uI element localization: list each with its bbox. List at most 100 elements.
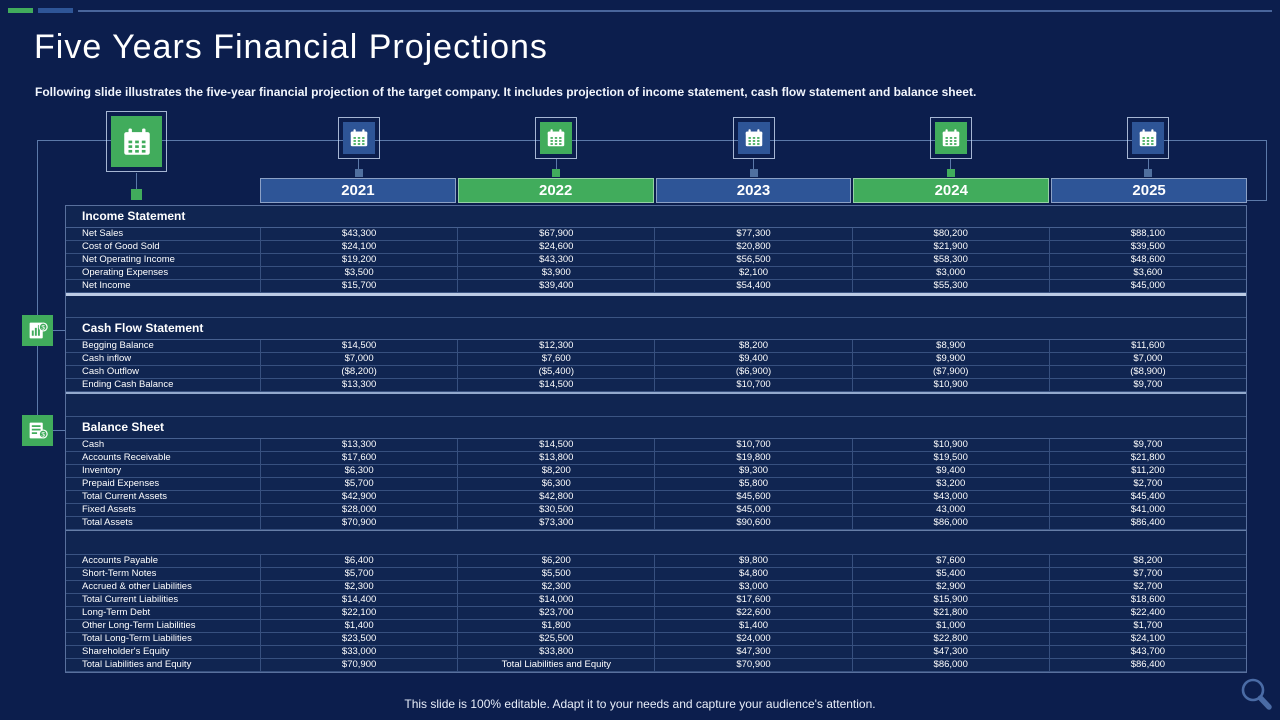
topbar-green-accent (8, 8, 33, 13)
table-row: Fixed Assets $28,000 $30,500 $45,000 43,000 $… (66, 504, 1246, 517)
cell-value: $23,500 (261, 633, 459, 645)
cell-value: $43,300 (261, 228, 459, 240)
cell-value: $8,200 (655, 340, 853, 352)
icon-connector (950, 159, 952, 169)
row-label: Net Income (66, 280, 261, 292)
cell-value: $7,600 (853, 555, 1050, 567)
cell-value: $48,600 (1130, 254, 1166, 265)
section-divider (66, 392, 1246, 417)
calendar-icon (1132, 122, 1165, 154)
cell-value: $33,800 (458, 646, 656, 658)
section-divider (66, 530, 1246, 555)
year-header-2025: 2025 (1051, 178, 1247, 203)
cell-value: $21,800 (853, 607, 1050, 619)
cell-value: $19,200 (261, 254, 459, 266)
cell-value: $14,500 (458, 379, 656, 391)
cell-value: $17,600 (655, 594, 853, 606)
cell-value: $6,400 (261, 555, 459, 567)
cell-value: $15,700 (261, 280, 459, 292)
table-row: Total Current Liabilities $14,400 $14,000 $… (66, 594, 1246, 607)
magnifier-icon[interactable] (1238, 677, 1274, 716)
table-row: Short-Term Notes $5,700 $5,500 $4,800 $5,400… (66, 568, 1246, 581)
table-row: Other Long-Term Liabilities $1,400 $1,800 $… (66, 620, 1246, 633)
section-title: Balance Sheet (66, 417, 1246, 439)
table-row: Net Operating Income $19,200 $43,300 $56,50… (66, 254, 1246, 267)
cell-value: $86,000 (853, 659, 1050, 671)
cell-value: $8,200 (458, 465, 656, 477)
timeline-right-bracket-foot (1247, 200, 1267, 201)
cell-value: $6,300 (458, 478, 656, 490)
row-label: Total Liabilities and Equity (66, 659, 261, 671)
icon-connector (1147, 159, 1149, 169)
cell-value: ($6,900) (655, 366, 853, 378)
cell-value: $14,400 (261, 594, 459, 606)
icon-connector (555, 159, 557, 169)
table-row: Total Assets $70,900 $73,300 $90,600 $86,000… (66, 517, 1246, 530)
row-label: Long-Term Debt (66, 607, 261, 619)
cell-value: $4,800 (655, 568, 853, 580)
cell-value: $45,000 (1130, 280, 1166, 291)
icon-frame (337, 117, 380, 159)
svg-text:$: $ (41, 431, 45, 438)
timeline-node-2023 (655, 117, 852, 178)
cell-value: $2,300 (458, 581, 656, 593)
table-row: Net Sales $43,300 $67,900 $77,300 $80,200 $88… (66, 228, 1246, 241)
calendar-icon (540, 122, 573, 154)
cell-value: $10,900 (853, 379, 1050, 391)
cell-value: $9,700 (1133, 379, 1163, 390)
row-label: Begging Balance (66, 340, 261, 352)
table-row: Accrued & other Liabilities $2,300 $2,300 $… (66, 581, 1246, 594)
cell-value: $20,800 (655, 241, 853, 253)
cell-value: $23,700 (458, 607, 656, 619)
calendar-icon (745, 129, 762, 147)
timeline-horizontal-line (37, 140, 1266, 141)
cell-value: $3,500 (261, 267, 459, 279)
table-row: Begging Balance $14,500 $12,300 $8,200 $8,90… (66, 340, 1246, 353)
cell-value: $5,700 (261, 568, 459, 580)
cell-value: $22,800 (853, 633, 1050, 645)
row-label: Total Current Assets (66, 491, 261, 503)
cell-value: $2,300 (261, 581, 459, 593)
table-row: Prepaid Expenses $5,700 $6,300 $5,800 $3,200… (66, 478, 1246, 491)
calendar-icon (1140, 129, 1157, 147)
cell-value: $28,000 (261, 504, 459, 516)
calendar-icon (942, 129, 960, 147)
table-row: Total Liabilities and Equity $70,900 Total… (66, 659, 1246, 672)
cell-value: $41,000 (1130, 504, 1166, 515)
row-label: Short-Term Notes (66, 568, 261, 580)
cell-value: $1,700 (1133, 620, 1163, 631)
cell-value: $14,500 (261, 340, 459, 352)
timeline-node-2021 (260, 117, 457, 178)
calendar-icon (547, 129, 565, 147)
cell-value: $5,800 (655, 478, 853, 490)
cell-value: $25,500 (458, 633, 656, 645)
cell-value: $3,000 (655, 581, 853, 593)
cell-value: $19,800 (655, 452, 853, 464)
section-title: Income Statement (66, 206, 1246, 228)
row-label: Net Sales (66, 228, 261, 240)
cell-value: $19,500 (853, 452, 1050, 464)
row-label: Total Long-Term Liabilities (66, 633, 261, 645)
cell-value: $10,700 (655, 379, 853, 391)
svg-text:$: $ (41, 324, 45, 331)
cell-value: $9,400 (655, 353, 853, 365)
cell-value: $2,900 (853, 581, 1050, 593)
row-label: Total Current Liabilities (66, 594, 261, 606)
cell-value: $24,000 (655, 633, 853, 645)
cell-value: $5,500 (458, 568, 656, 580)
cell-value: $9,800 (655, 555, 853, 567)
cell-value: $77,300 (655, 228, 853, 240)
page-subtitle: Following slide illustrates the five-yea… (35, 85, 977, 99)
icon-node (354, 169, 363, 177)
table-row: Cash inflow $7,000 $7,600 $9,400 $9,900 $7,00… (66, 353, 1246, 366)
section-title: Cash Flow Statement (66, 318, 1246, 340)
row-label: Operating Expenses (66, 267, 261, 279)
cell-value: $43,700 (1130, 646, 1166, 657)
table-row: Inventory $6,300 $8,200 $9,300 $9,400 $11,200 (66, 465, 1246, 478)
icon-node (1144, 169, 1153, 177)
cell-value: $67,900 (458, 228, 656, 240)
cell-value: $12,300 (458, 340, 656, 352)
cell-value: $1,400 (655, 620, 853, 632)
cell-value: $45,400 (1130, 491, 1166, 502)
cell-value: ($7,900) (853, 366, 1050, 378)
